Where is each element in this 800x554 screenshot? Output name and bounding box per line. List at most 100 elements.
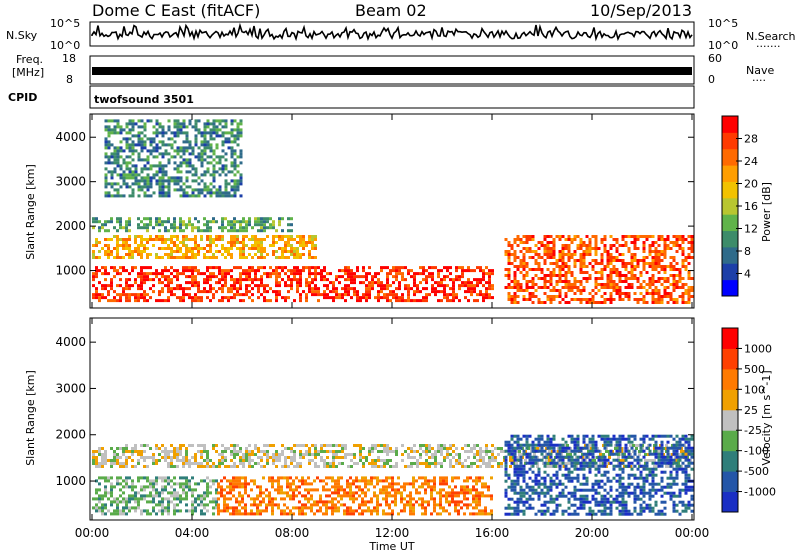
heatmap-cell bbox=[528, 298, 532, 301]
heatmap-cell bbox=[418, 485, 421, 489]
heatmap-cell bbox=[627, 298, 631, 301]
heatmap-cell bbox=[221, 125, 225, 129]
heatmap-cell bbox=[478, 512, 481, 516]
heatmap-cell bbox=[451, 476, 454, 480]
heatmap-cell bbox=[299, 281, 302, 285]
heatmap-cell bbox=[398, 269, 401, 273]
heatmap-cell bbox=[588, 238, 592, 241]
heatmap-cell bbox=[176, 256, 179, 259]
heatmap-cell bbox=[573, 283, 577, 286]
heatmap-cell bbox=[600, 256, 604, 259]
heatmap-cell bbox=[299, 238, 302, 241]
heatmap-cell bbox=[545, 459, 548, 462]
heatmap-cell bbox=[179, 444, 182, 447]
heatmap-cell bbox=[143, 128, 147, 132]
heatmap-cell bbox=[161, 173, 165, 177]
heatmap-cell bbox=[323, 444, 326, 447]
heatmap-cell bbox=[131, 122, 135, 126]
heatmap-cell bbox=[224, 188, 228, 192]
heatmap-cell bbox=[439, 500, 442, 504]
heatmap-cell bbox=[268, 491, 271, 495]
heatmap-cell bbox=[485, 453, 488, 456]
heatmap-cell bbox=[425, 462, 428, 465]
heatmap-cell bbox=[236, 143, 240, 147]
heatmap-cell bbox=[672, 283, 676, 286]
heatmap-cell bbox=[182, 131, 186, 135]
heatmap-cell bbox=[101, 296, 104, 300]
heatmap-cell bbox=[684, 259, 688, 262]
heatmap-cell bbox=[277, 476, 280, 480]
heatmap-cell bbox=[152, 284, 155, 288]
heatmap-cell bbox=[331, 500, 334, 504]
heatmap-cell bbox=[95, 479, 98, 483]
heatmap-cell bbox=[116, 293, 119, 297]
heatmap-cell bbox=[350, 272, 353, 276]
heatmap-cell bbox=[116, 447, 119, 450]
heatmap-cell bbox=[370, 497, 373, 501]
heatmap-cell bbox=[284, 462, 287, 465]
heatmap-cell bbox=[137, 173, 141, 177]
heatmap-cell bbox=[206, 453, 209, 456]
heatmap-cell bbox=[473, 447, 476, 450]
heatmap-cell bbox=[272, 220, 275, 224]
heatmap-cell bbox=[161, 456, 164, 459]
heatmap-cell bbox=[284, 272, 287, 276]
heatmap-cell bbox=[440, 462, 443, 465]
heatmap-cell bbox=[446, 299, 449, 303]
heatmap-cell bbox=[395, 287, 398, 291]
heatmap-cell bbox=[224, 459, 227, 462]
heatmap-cell bbox=[470, 287, 473, 291]
heatmap-cell bbox=[116, 158, 120, 162]
heatmap-cell bbox=[660, 295, 664, 298]
heatmap-cell bbox=[209, 266, 212, 270]
heatmap-cell bbox=[335, 456, 338, 459]
heatmap-cell bbox=[633, 247, 637, 250]
heatmap-cell bbox=[161, 290, 164, 294]
heatmap-cell bbox=[543, 244, 547, 247]
heatmap-cell bbox=[509, 459, 512, 462]
heatmap-cell bbox=[167, 158, 171, 162]
heatmap-cell bbox=[439, 476, 442, 480]
heatmap-cell bbox=[203, 128, 207, 132]
heatmap-cell bbox=[179, 149, 183, 153]
heatmap-cell bbox=[197, 229, 200, 233]
heatmap-cell bbox=[185, 194, 189, 198]
heatmap-cell bbox=[209, 238, 212, 241]
heatmap-cell bbox=[522, 262, 526, 265]
heatmap-cell bbox=[452, 278, 455, 282]
heatmap-cell bbox=[188, 509, 191, 513]
heatmap-cell bbox=[161, 256, 164, 259]
heatmap-cell bbox=[304, 479, 307, 483]
heatmap-cell bbox=[125, 122, 129, 126]
heatmap-cell bbox=[194, 296, 197, 300]
heatmap-cell bbox=[467, 269, 470, 273]
heatmap-cell bbox=[95, 503, 98, 507]
heatmap-cell bbox=[122, 485, 125, 489]
heatmap-cell bbox=[212, 185, 216, 189]
heatmap-cell bbox=[325, 506, 328, 510]
heatmap-cell bbox=[531, 238, 535, 241]
heatmap-cell bbox=[146, 161, 150, 165]
heatmap-cell bbox=[364, 503, 367, 507]
heatmap-cell bbox=[305, 278, 308, 282]
heatmap-cell bbox=[116, 161, 120, 165]
heatmap-cell bbox=[476, 281, 479, 285]
heatmap-cell bbox=[630, 268, 634, 271]
heatmap-cell bbox=[331, 485, 334, 489]
heatmap-cell bbox=[233, 137, 237, 141]
heatmap-cell bbox=[158, 161, 162, 165]
heatmap-cell bbox=[476, 450, 479, 453]
heatmap-cell bbox=[452, 296, 455, 300]
heatmap-cell bbox=[525, 446, 529, 450]
heatmap-cell bbox=[558, 280, 562, 283]
heatmap-cell bbox=[185, 491, 188, 495]
heatmap-cell bbox=[510, 437, 514, 441]
heatmap-cell bbox=[197, 220, 200, 224]
heatmap-cell bbox=[176, 188, 180, 192]
heatmap-cell bbox=[473, 453, 476, 456]
heatmap-cell bbox=[549, 274, 553, 277]
heatmap-cell bbox=[519, 491, 523, 495]
heatmap-cell bbox=[209, 235, 212, 238]
heatmap-cell bbox=[92, 217, 95, 221]
